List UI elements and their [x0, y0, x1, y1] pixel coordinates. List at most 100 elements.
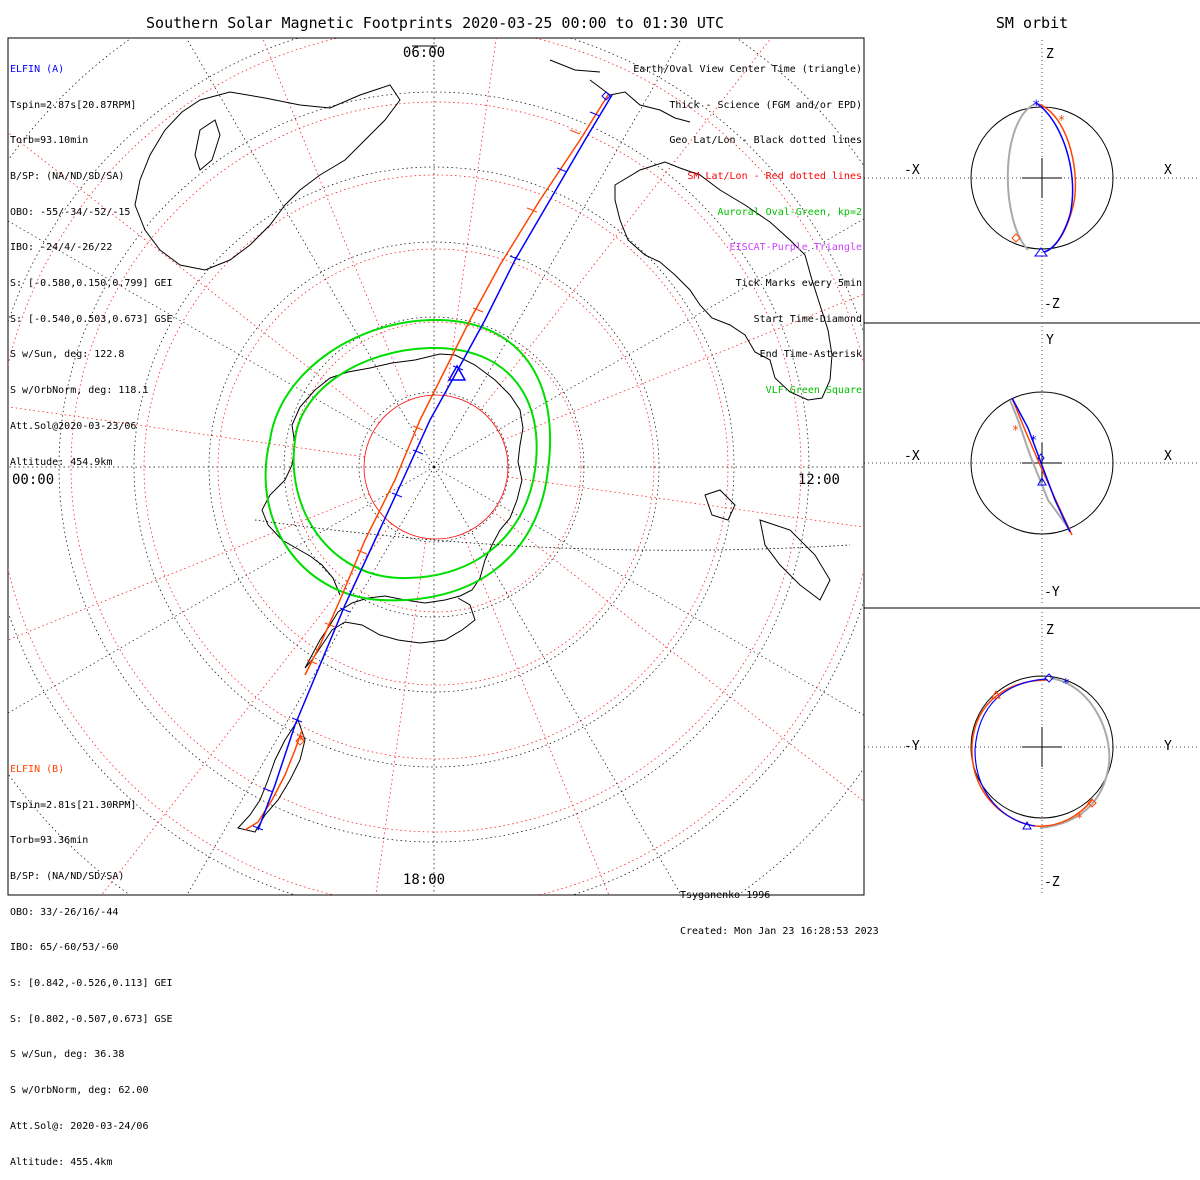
orbit-panel-yz: * * Z -Z -Y Y	[864, 612, 1200, 895]
start-diamond-icon	[1037, 453, 1045, 463]
sat-b-name: ELFIN (B)	[10, 763, 65, 775]
track-b-tick	[526, 207, 538, 213]
axis-label-left: -Y	[904, 739, 920, 754]
sat-b-line: S: [0.802,-0.507,0.673] GSE	[10, 1013, 173, 1025]
sat-b-line: Torb=93.36min	[10, 835, 89, 847]
south-america-outline	[237, 718, 306, 833]
figure: * 06:00 00:00 12:00 18:00 Southern Solar…	[7, 14, 1200, 896]
sm-mlt-line	[480, 38, 772, 411]
axis-label-right: Y	[1164, 739, 1172, 754]
sm-latitude-circle	[70, 101, 802, 833]
legend-item: Earth/Oval View Center Time (triangle)	[633, 63, 862, 75]
sat-a-line: B/SP: (NA/ND/SD/SA)	[10, 170, 125, 182]
continent-outlines	[134, 59, 833, 833]
sat-a-line: S w/OrbNorm, deg: 118.1	[10, 385, 149, 397]
earth-circle	[970, 675, 1114, 819]
geo-longitude-line	[433, 466, 864, 716]
view-center-triangle-icon	[1034, 247, 1048, 257]
axis-label-left: -X	[904, 163, 920, 178]
legend-item: EISCAT-Purple Triangle	[729, 242, 862, 254]
axis-label-top: Z	[1046, 623, 1054, 638]
map-panel: * 06:00 00:00 12:00 18:00	[7, 37, 865, 896]
footer: Tsyganenko-1996 Created: Mon Jan 23 16:2…	[680, 866, 879, 949]
legend-item: SM Lat/Lon - Red dotted lines	[687, 170, 862, 182]
africa-outline	[134, 84, 401, 271]
auroral-ovals	[264, 318, 552, 602]
start-diamond-icon	[1044, 673, 1054, 683]
geo-longitude-line	[433, 466, 682, 895]
earth-circle	[970, 391, 1114, 535]
indonesia-outline	[549, 59, 691, 123]
legend-item: Auroral Oval-Green, kp=2	[717, 206, 863, 218]
axis-label-bottom: -Z	[1044, 875, 1060, 890]
sat-b-line: S: [0.842,-0.526,0.113] GEI	[10, 978, 173, 990]
page-title: Southern Solar Magnetic Footprints 2020-…	[146, 14, 724, 32]
end-asterisk-icon: *	[1030, 433, 1037, 447]
sat-a-line: Torb=93.10min	[10, 135, 89, 147]
track-b-tick	[356, 549, 368, 555]
created-timestamp: Created: Mon Jan 23 16:28:53 2023	[680, 925, 879, 937]
legend-item: Start Time-Diamond	[753, 313, 862, 325]
view-center-triangle-icon	[1022, 820, 1032, 830]
legend: Earth/Oval View Center Time (triangle) T…	[633, 40, 862, 409]
start-diamond-icon	[1087, 798, 1097, 808]
sat-a-line: S: [-0.580,0.150,0.799] GEI	[10, 278, 173, 290]
orbit-trace-b	[971, 679, 1093, 827]
new-zealand-outline	[704, 489, 831, 601]
orbit-trace-a	[1035, 102, 1074, 253]
sat-b-info: ELFIN (B) Tspin=2.81s[21.30RPM] Torb=93.…	[10, 740, 173, 1180]
auroral-oval-inner	[292, 346, 538, 580]
track-a-tick	[589, 111, 601, 117]
sat-a-line: Att.Sol@2020-03-23/06	[10, 420, 137, 432]
sm-mlt-line	[375, 538, 427, 895]
legend-item: Tick Marks every 5min	[735, 278, 862, 290]
track-b-tick	[306, 659, 318, 665]
track-b-tick	[412, 425, 424, 431]
orbit-trace-gray	[1039, 677, 1111, 829]
geo-latitude-circle	[358, 391, 510, 543]
track-a-tick	[509, 255, 521, 261]
legend-item: Thick - Science (FGM and/or EPD)	[669, 99, 862, 111]
geo-latitude-circle	[133, 166, 735, 768]
orbit-trace-a	[974, 678, 1047, 827]
axis-label-left: -X	[904, 449, 920, 464]
mlt-label-left: 00:00	[12, 472, 54, 488]
map-frame	[7, 37, 865, 896]
sat-a-name: ELFIN (A)	[10, 63, 65, 75]
view-center-triangle-icon	[1037, 476, 1047, 486]
sm-mlt-line	[492, 511, 864, 802]
track-a-tick	[412, 449, 424, 455]
track-a-tick	[262, 787, 274, 793]
orbit-panel-xz: * * Z -Z -X X	[864, 40, 1200, 318]
track-a-tick	[291, 717, 303, 723]
end-asterisk-icon: *	[1032, 98, 1040, 114]
axis-label-right: X	[1164, 163, 1172, 178]
orbit-panels: * * Z -Z -X X * * Y -Y -X X	[864, 40, 1200, 895]
axis-label-top: Z	[1046, 47, 1054, 62]
track-a-tick	[339, 607, 351, 613]
geo-grid	[8, 38, 864, 895]
sm-latitude-circle	[143, 174, 729, 760]
sm-mlt-line	[8, 406, 365, 458]
sm-mlt-line	[262, 38, 410, 401]
sat-b-line: Att.Sol@: 2020-03-24/06	[10, 1120, 149, 1132]
sat-a-info: ELFIN (A) Tspin=2.87s[20.87RPM] Torb=93.…	[10, 40, 173, 480]
end-asterisk-icon: *	[296, 730, 306, 749]
start-diamond-icon	[295, 736, 305, 746]
sat-a-line: S: [-0.540,0.503,0.673] GSE	[10, 313, 173, 325]
sm-mlt-line	[101, 523, 392, 895]
legend-item: End Time-Asterisk	[759, 349, 862, 361]
mlt-label-top: 06:00	[403, 45, 445, 61]
sm-mlt-line	[462, 533, 610, 895]
sm-mlt-line	[8, 132, 380, 423]
sm-mlt-line	[507, 476, 864, 528]
view-center-triangle-icon	[991, 689, 1001, 699]
sat-b-line: Altitude: 455.4km	[10, 1156, 113, 1168]
track-b-tick	[569, 129, 581, 135]
dipole-equator-line	[254, 519, 851, 551]
axis-label-bottom: -Z	[1044, 297, 1060, 312]
start-diamond-icon	[1011, 233, 1021, 243]
orbit-trace-gray	[1009, 399, 1071, 531]
sat-b-line: Tspin=2.81s[21.30RPM]	[10, 799, 137, 811]
end-asterisk-icon: *	[1012, 423, 1019, 437]
